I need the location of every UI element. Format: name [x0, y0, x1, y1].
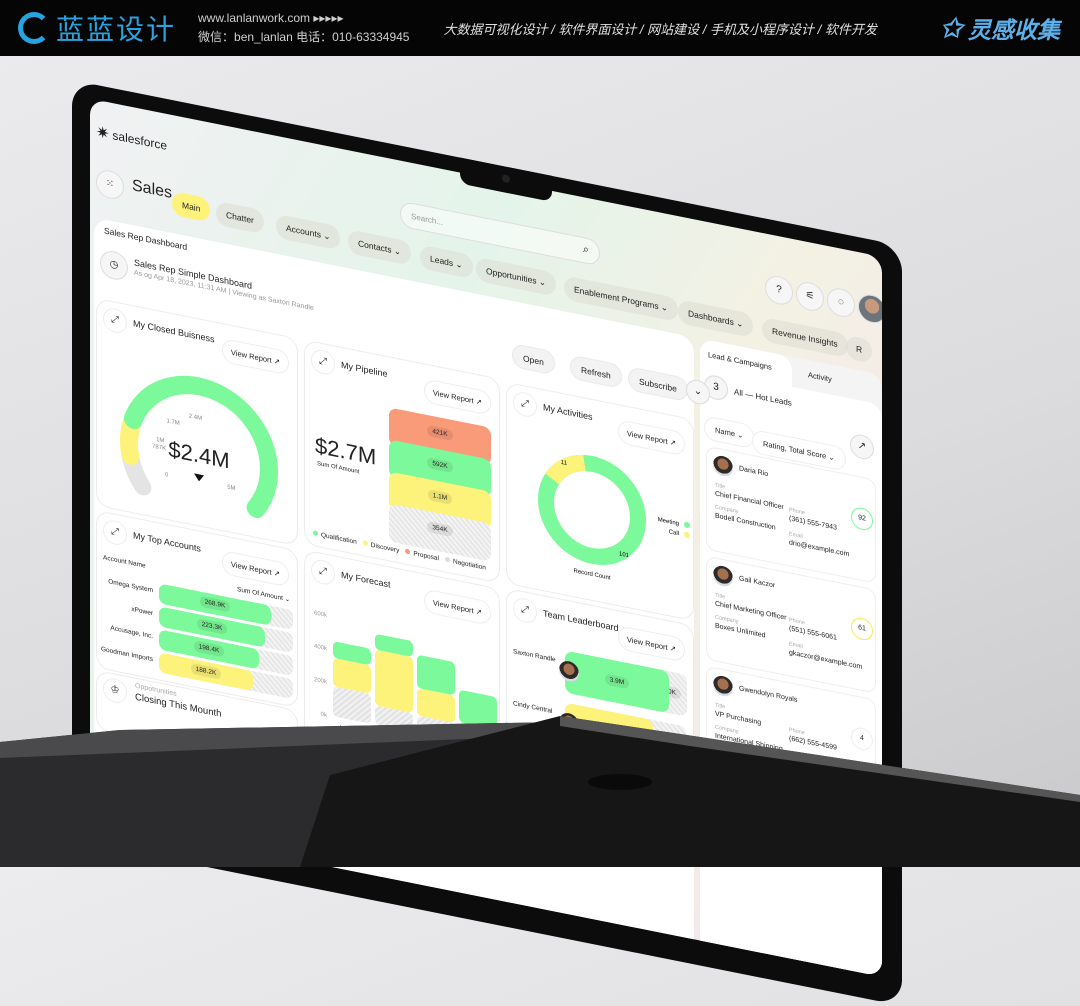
y-tick: 200k	[314, 677, 328, 686]
laptop-base	[0, 716, 1080, 867]
y-tick: 0k	[321, 712, 328, 719]
gauge-tick: 5M	[227, 485, 235, 493]
donut-label-call: 11	[561, 460, 568, 467]
forecast-bar-pipeline	[375, 634, 413, 657]
forecast-bar-best-case	[375, 650, 413, 713]
forecast-bar-best-case	[333, 658, 371, 693]
inspiration-label: 灵感收集	[968, 17, 1060, 43]
donut-segment-meeting	[538, 454, 646, 565]
brand-name: 蓝蓝设计	[56, 14, 177, 45]
gauge-tick: 2.4M	[189, 414, 202, 423]
brand-mark-icon	[18, 12, 50, 44]
legend-label: Call	[669, 529, 679, 537]
trackpad-notch	[588, 774, 652, 790]
laptop-hinge	[560, 716, 1080, 802]
top-banner: 蓝蓝设计 www.lanlanwork.com ▸▸▸▸▸ 微信：ben_lanl…	[0, 0, 1080, 56]
legend-label: Meeting	[658, 517, 679, 527]
website-text: www.lanlanwork.com ▸▸▸▸▸	[198, 11, 344, 25]
desk-top-face	[0, 722, 560, 758]
gauge-tick: 787K	[152, 443, 166, 452]
donut-label-meeting: 101	[619, 551, 630, 559]
gauge-pointer-icon	[194, 473, 204, 482]
forecast-bar-best-case	[417, 688, 455, 723]
forecast-bar-pipeline	[417, 655, 455, 695]
brand-logo: 蓝蓝设计	[18, 8, 176, 48]
star-icon: ✩	[940, 12, 962, 43]
laptop-deck	[300, 716, 1080, 867]
y-tick: 600k	[314, 610, 328, 619]
gauge-tick: 1.7M	[166, 418, 179, 427]
contact-text: 微信：ben_lanlan 电话：010-63334945	[198, 30, 410, 44]
activities-card: ⤢ My Activities View Report ↗ 11 101 Recor…	[506, 381, 694, 622]
services-text: 大数据可视化设计 / 软件界面设计 / 网站建设 / 手机及小程序设计 / 软件…	[443, 21, 877, 37]
legend-dot	[684, 521, 690, 528]
gauge-tick: 0	[165, 472, 169, 479]
legend-dot	[684, 531, 690, 538]
forecast-bar-pipeline	[459, 690, 497, 729]
y-tick: 400k	[314, 644, 328, 653]
gauge-tick: 1M	[156, 437, 164, 445]
closed-business-card: ⤢ My Closed Buisness View Report ↗ 0 787K…	[96, 297, 298, 547]
forecast-bar-commit	[333, 687, 371, 723]
forecast-bar-pipeline	[333, 642, 371, 665]
donut-segment-call	[538, 454, 646, 565]
gauge-segment-green	[123, 375, 278, 519]
